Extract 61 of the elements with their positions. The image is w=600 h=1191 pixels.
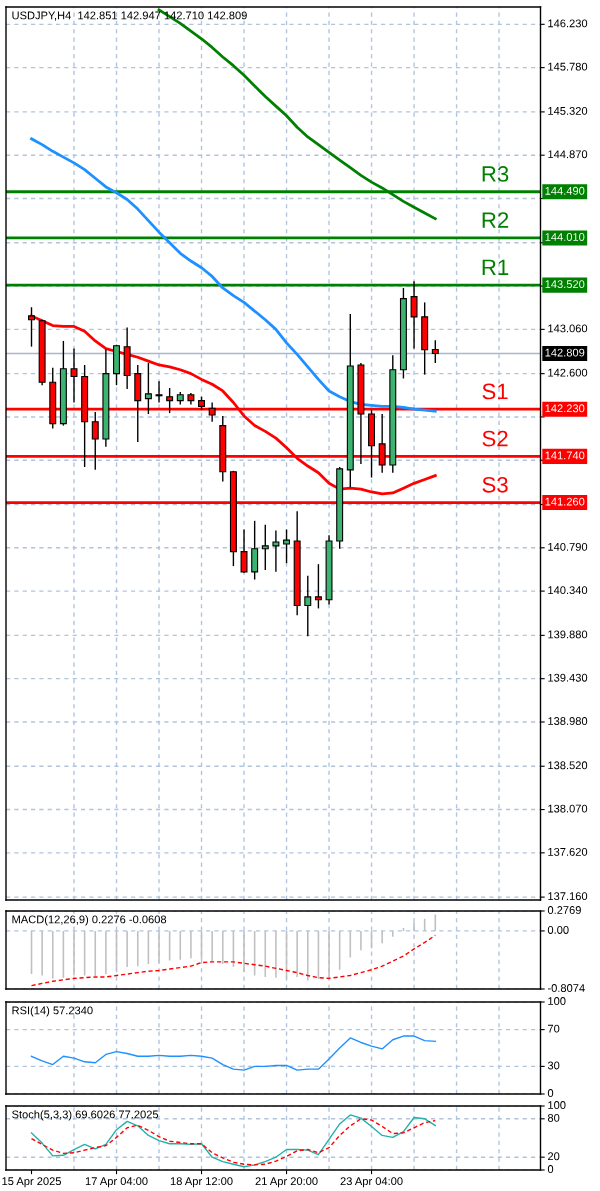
y-tick-label: 138.980	[548, 717, 588, 725]
ref-line-label: 141.260	[545, 497, 585, 506]
y-tick-label: 70	[548, 1024, 560, 1033]
candlestick	[155, 380, 163, 404]
annotation: S3	[482, 476, 508, 493]
x-tick-label: 17 Apr 04:00	[85, 1177, 148, 1188]
candlestick	[272, 529, 280, 573]
y-tick-label: 140.340	[548, 586, 588, 595]
y-tick-label: 144.870	[548, 150, 588, 159]
line-series	[30, 934, 436, 987]
y-tick-label: 139.880	[548, 630, 588, 639]
y-tick-label: 138.070	[548, 804, 588, 813]
ref-line-label: 142.230	[545, 404, 585, 413]
y-tick-label: 100	[548, 1101, 566, 1109]
y-tick-label: 0.00	[547, 926, 569, 934]
candlestick	[240, 528, 248, 574]
candlestick	[431, 339, 439, 364]
ref-line-label: 144.010	[545, 233, 585, 241]
candlestick	[144, 362, 152, 415]
y-tick-label: 0	[547, 1165, 554, 1173]
y-tick-label: 145.780	[548, 62, 588, 71]
candlestick	[70, 347, 78, 404]
x-tick-label: 23 Apr 04:00	[340, 1177, 403, 1188]
ref-line-label: 144.490	[545, 186, 585, 195]
chart-title: Stoch(5,3,3) 69.6026 77.2025	[12, 1110, 159, 1121]
ref-line-label: 143.520	[545, 280, 585, 289]
x-tick-label: 15 Apr 2025	[2, 1177, 61, 1188]
chart-title: RSI(14) 57.2340	[12, 1006, 93, 1017]
annotation: R1	[482, 259, 509, 275]
y-tick-label: 139.430	[548, 673, 588, 682]
chart-title: MACD(12,26,9) 0.2276 -0.0608	[12, 915, 167, 926]
y-tick-label: 140.790	[548, 542, 588, 551]
candlestick	[410, 280, 418, 350]
ref-line-label: 141.740	[545, 451, 585, 460]
x-tick-label: 18 Apr 12:00	[170, 1177, 233, 1188]
line-series	[30, 1035, 436, 1071]
candlestick	[251, 520, 259, 581]
y-tick-label: 137.160	[548, 892, 588, 901]
ref-line-label: 142.809	[545, 348, 585, 357]
y-tick-label: 0.2769	[547, 906, 581, 914]
x-tick-label: 21 Apr 20:00	[255, 1177, 318, 1188]
y-tick-label: 142.600	[548, 368, 588, 377]
y-tick-label: 80	[547, 1113, 560, 1122]
candlestick	[304, 575, 312, 638]
y-tick-label: -0.8074	[547, 984, 585, 992]
annotation: R3	[482, 166, 509, 182]
annotation: R2	[482, 212, 509, 228]
candlestick	[261, 524, 269, 571]
y-tick-label: 0	[547, 1089, 554, 1097]
y-tick-label: 145.320	[548, 107, 588, 115]
y-tick-label: 138.520	[548, 761, 588, 770]
annotation: S2	[482, 430, 508, 447]
y-tick-label: 146.230	[548, 19, 588, 28]
y-tick-label: 137.620	[548, 847, 588, 856]
line-series	[30, 137, 437, 413]
y-tick-label: 100	[548, 997, 566, 1005]
y-tick-label: 30	[547, 1061, 560, 1070]
y-tick-label: 143.060	[548, 324, 588, 333]
y-tick-label: 20	[548, 1152, 560, 1161]
annotation: S1	[482, 383, 508, 400]
candlestick	[314, 563, 322, 610]
